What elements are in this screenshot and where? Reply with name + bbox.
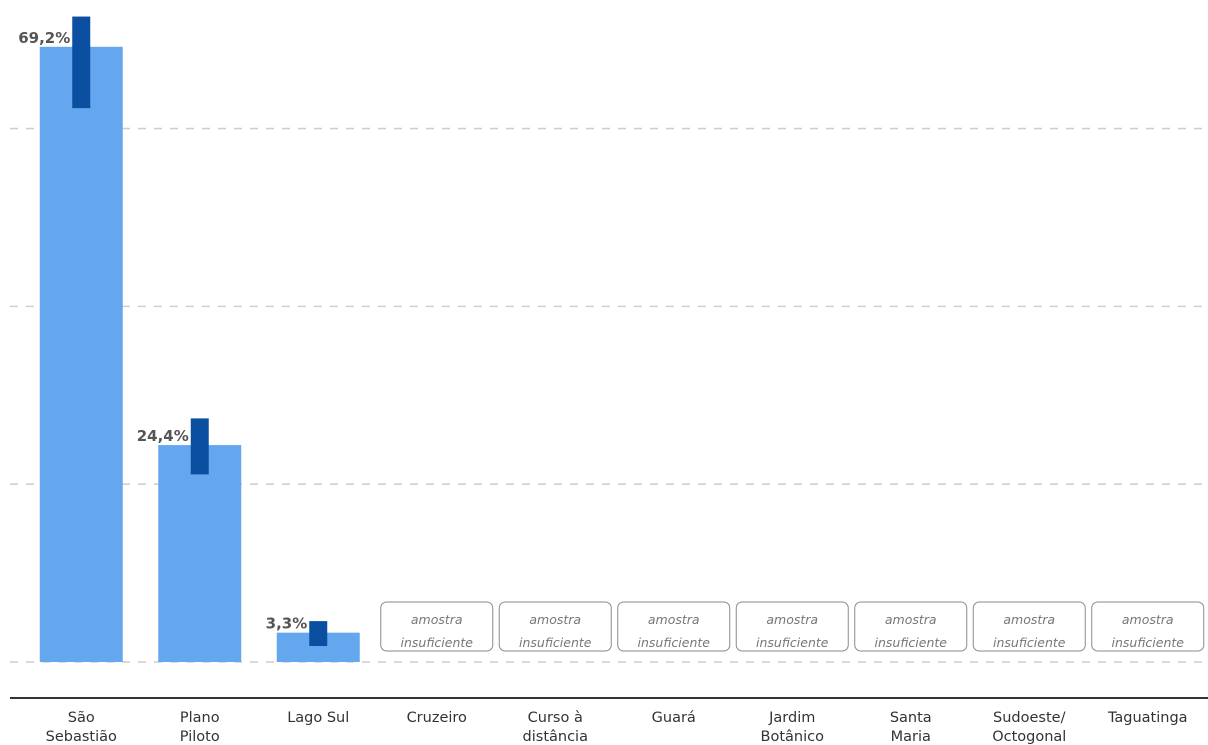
insufficient-sample-text: insuficiente (1112, 635, 1185, 650)
insufficient-sample-badge: amostra insuficiente (735, 601, 849, 652)
insufficient-sample-box (735, 601, 849, 652)
value-label: 69,2% (18, 29, 70, 47)
category-label: Piloto (180, 729, 220, 745)
category-label: Lago Sul (287, 710, 349, 726)
bar (39, 46, 123, 662)
category-label: São (68, 710, 95, 726)
insufficient-sample-box (1091, 601, 1205, 652)
insufficient-sample-text: insuficiente (519, 635, 592, 650)
value-labels-layer: 69,2% 24,4% 3,3% (18, 29, 307, 633)
error-bar (190, 418, 209, 475)
error-bars-layer (72, 16, 328, 646)
value-label: 3,3% (266, 615, 308, 633)
insufficient-sample-badge: amostra insuficiente (617, 601, 731, 652)
insufficient-sample-box (972, 601, 1086, 652)
value-label: 24,4% (137, 427, 189, 445)
insufficient-sample-text: amostra (1003, 612, 1055, 627)
insufficient-sample-text: amostra (529, 612, 581, 627)
insufficient-sample-badge: amostra insuficiente (498, 601, 612, 652)
category-label: Santa (890, 710, 932, 726)
insufficient-sample-text: amostra (885, 612, 937, 627)
bars-layer (39, 46, 360, 662)
category-label: Cruzeiro (407, 710, 467, 726)
insufficient-sample-text: amostra (1122, 612, 1174, 627)
category-label: distância (523, 729, 588, 745)
error-bar (72, 16, 91, 109)
insufficient-sample-box (617, 601, 731, 652)
category-label: Botânico (761, 729, 825, 745)
category-label: Curso à (528, 710, 583, 726)
insufficient-sample-text: amostra (411, 612, 463, 627)
insufficient-sample-badge: amostra insuficiente (972, 601, 1086, 652)
insufficient-sample-box (854, 601, 968, 652)
insufficient-sample-box (498, 601, 612, 652)
insufficient-sample-text: insuficiente (875, 635, 948, 650)
category-label: Octogonal (992, 729, 1066, 745)
category-label: Jardim (768, 710, 815, 726)
category-label: Guará (652, 710, 696, 726)
insufficient-sample-badge: amostra insuficiente (854, 601, 968, 652)
insufficient-sample-text: insuficiente (638, 635, 711, 650)
insufficient-sample-text: amostra (648, 612, 700, 627)
error-bar (309, 621, 328, 646)
insufficient-sample-badge: amostra insuficiente (1091, 601, 1205, 652)
insufficient-sample-text: amostra (766, 612, 818, 627)
insufficient-sample-text: insuficiente (401, 635, 474, 650)
category-label: Taguatinga (1107, 710, 1188, 726)
category-label: Maria (891, 729, 931, 745)
category-labels-layer: São Sebastião Plano Piloto Lago Sul Cruzeiro C… (46, 710, 1188, 745)
insufficient-sample-layer: amostrainsuficienteamostrainsuficienteam… (380, 601, 1205, 652)
insufficient-sample-badge: amostra insuficiente (380, 601, 494, 652)
bar (158, 445, 242, 662)
category-label: Sudoeste/ (993, 710, 1066, 726)
category-label: Plano (180, 710, 220, 726)
insufficient-sample-text: insuficiente (993, 635, 1066, 650)
category-label: Sebastião (46, 729, 117, 745)
insufficient-sample-box (380, 601, 494, 652)
insufficient-sample-text: insuficiente (756, 635, 829, 650)
